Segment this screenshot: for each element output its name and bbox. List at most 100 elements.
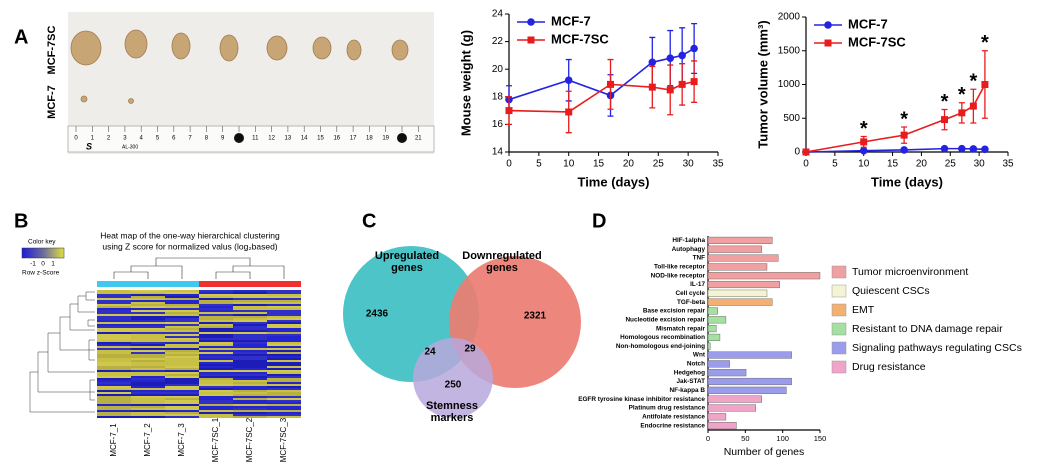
group-bar xyxy=(97,281,199,287)
heatmap-cell xyxy=(199,372,233,374)
marker xyxy=(666,54,675,62)
heatmap-cell xyxy=(165,334,199,336)
heatmap-cell xyxy=(199,364,233,366)
y-tick-label: Toll-like receptor xyxy=(654,264,706,271)
heatmap-cell xyxy=(233,394,267,396)
heatmap-cell xyxy=(199,358,233,360)
heatmap-cell xyxy=(267,304,301,306)
y-tick-label: Wnt xyxy=(693,352,706,359)
heatmap-cell xyxy=(131,308,165,310)
heatmap-cell xyxy=(165,350,199,352)
heatmap-cell xyxy=(165,316,199,318)
heatmap-cell xyxy=(165,364,199,366)
x-tick-label: 150 xyxy=(814,434,827,443)
y-tick-label: Base excision repair xyxy=(643,308,706,315)
heatmap-cell xyxy=(267,318,301,320)
heatmap-cell xyxy=(165,356,199,358)
heatmap-cell xyxy=(97,318,131,320)
heatmap-cell xyxy=(267,328,301,330)
column-label: MCF-7SC_3 xyxy=(279,417,288,462)
y-tick-label: Platinum drug resistance xyxy=(629,405,706,412)
heatmap-cell xyxy=(199,294,233,296)
bar xyxy=(707,280,780,289)
venn-label-box: Downregulated genes xyxy=(462,250,541,274)
heatmap-cell xyxy=(97,334,131,336)
heatmap-cell xyxy=(233,336,267,338)
legend-label: MCF-7SC xyxy=(551,31,609,46)
line-chart: 0 5 10 15 20 25 30 35 14 16 18 20 22 24 Time (days) Mou… xyxy=(458,9,724,190)
heatmap-cell xyxy=(131,376,165,378)
heatmap-cell xyxy=(267,348,301,350)
marker xyxy=(958,144,966,153)
panel-label: B xyxy=(14,210,28,232)
heatmap-cell xyxy=(267,312,301,314)
heatmap-cell xyxy=(165,294,199,296)
heatmap-cell xyxy=(267,378,301,380)
legend-label: MCF-7SC xyxy=(848,34,906,49)
annotation: * xyxy=(969,71,977,93)
heatmap-cell xyxy=(165,362,199,364)
x-axis-label: Time (days) xyxy=(577,174,649,189)
tumor xyxy=(219,34,239,62)
heatmap-cell xyxy=(199,292,233,294)
heatmap-cell xyxy=(97,338,131,340)
dendrogram xyxy=(113,257,285,279)
bar xyxy=(707,245,762,253)
heatmap-cell xyxy=(165,384,199,386)
tumor xyxy=(80,95,88,103)
heatmap-cell xyxy=(131,386,165,388)
heatmap-cell xyxy=(97,398,131,400)
heatmap-cell xyxy=(199,380,233,382)
heatmap-cell xyxy=(199,414,233,416)
tumor xyxy=(70,30,102,66)
heatmap-cell xyxy=(165,296,199,298)
heatmap-cell xyxy=(267,296,301,298)
heatmap-cell xyxy=(97,350,131,352)
heatmap-cell xyxy=(267,370,301,372)
heatmap-cell xyxy=(199,348,233,350)
heatmap-cell xyxy=(267,352,301,354)
heatmap-cell xyxy=(131,388,165,390)
ruler-badge xyxy=(397,133,407,143)
color-key-tick: -1 xyxy=(30,261,36,268)
y-tick-label: 2000 xyxy=(778,12,801,23)
heatmap-cell xyxy=(267,322,301,324)
heatmap-cell xyxy=(97,292,131,294)
heatmap-cell xyxy=(199,336,233,338)
heatmap-cell xyxy=(267,368,301,370)
heatmap-cell xyxy=(165,368,199,370)
venn-count: 2321 xyxy=(524,311,547,322)
ruler-badge xyxy=(234,133,244,143)
tumor-photo: MCF-7SC MCF-7 0 1 2 3 4 5 6 7 8 9 10 11 12 13 14 15 16 17… xyxy=(46,12,435,154)
heatmap-cell xyxy=(131,382,165,384)
marker xyxy=(958,109,966,117)
y-tick-label: 14 xyxy=(492,147,504,158)
heatmap-cell xyxy=(97,308,131,310)
heatmap-cell xyxy=(97,294,131,296)
heatmap-cell xyxy=(131,354,165,356)
heatmap-cell xyxy=(233,350,267,352)
heatmap-cell xyxy=(131,350,165,352)
marker xyxy=(981,145,989,154)
ruler-number: 2 xyxy=(107,136,111,142)
heatmap-cell xyxy=(233,290,267,292)
heatmap-cell xyxy=(131,358,165,360)
heatmap-cell xyxy=(267,414,301,416)
heatmap-cell xyxy=(97,296,131,298)
heatmap-cell xyxy=(165,342,199,344)
heatmap-cell xyxy=(199,308,233,310)
heatmap-cell xyxy=(233,400,267,402)
heatmap-cell xyxy=(165,396,199,398)
heatmap-cell xyxy=(97,344,131,346)
y-tick-label: EGFR tyrosine kinase inhibitor resistanc… xyxy=(578,396,705,403)
heatmap-cell xyxy=(267,320,301,322)
y-tick-label: NOD-like receptor xyxy=(651,272,706,279)
row-dendrogram xyxy=(29,291,95,413)
panel-label: C xyxy=(362,210,376,232)
heatmap-cell xyxy=(97,316,131,318)
heatmap-cell xyxy=(165,394,199,396)
heatmap-cell xyxy=(233,296,267,298)
heatmap-cell xyxy=(233,364,267,366)
y-tick-label: Jak-STAT xyxy=(676,378,705,385)
